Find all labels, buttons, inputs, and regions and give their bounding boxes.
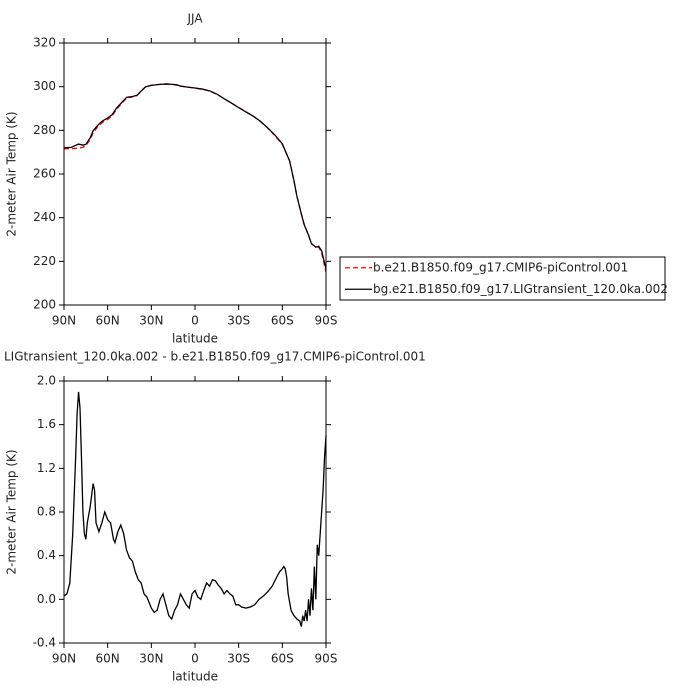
y-axis-label: 2-meter Air Temp (K) [5, 111, 19, 236]
x-tick-label: 60S [271, 314, 294, 328]
y-tick-label: 220 [33, 254, 56, 268]
chart-title: LIGtransient_120.0ka.002 - b.e21.B1850.f… [4, 350, 426, 364]
legend-label: bg.e21.B1850.f09_g17.LIGtransient_120.0k… [373, 282, 668, 296]
x-axis-label: latitude [172, 670, 218, 684]
x-tick-label: 30N [139, 652, 163, 666]
x-tick-label: 90N [52, 314, 76, 328]
y-tick-label: 200 [33, 298, 56, 312]
chart-title: JJA [186, 12, 203, 26]
plot-frame [63, 380, 327, 644]
x-tick-label: 0 [191, 314, 199, 328]
legend-box [339, 256, 666, 301]
data-line [63, 391, 327, 627]
y-tick-label: 0.0 [37, 592, 56, 606]
data-line [63, 83, 327, 273]
x-tick-label: 90S [315, 652, 338, 666]
x-tick-label: 0 [191, 652, 199, 666]
x-tick-label: 90N [52, 652, 76, 666]
data-line [63, 83, 327, 270]
x-tick-label: 60N [96, 314, 120, 328]
y-tick-label: 1.2 [37, 461, 56, 475]
y-tick-label: 300 [33, 79, 56, 93]
x-tick-label: 60N [96, 652, 120, 666]
y-tick-label: 240 [33, 210, 56, 224]
y-tick-label: 2.0 [37, 374, 56, 388]
y-tick-label: 260 [33, 167, 56, 181]
plot-frame [63, 42, 327, 306]
x-tick-label: 30S [227, 652, 250, 666]
y-tick-label: -0.4 [33, 636, 56, 650]
y-tick-label: 280 [33, 123, 56, 137]
y-tick-label: 1.6 [37, 417, 56, 431]
x-axis-label: latitude [172, 332, 218, 346]
y-tick-label: 320 [33, 36, 56, 50]
x-tick-label: 30S [227, 314, 250, 328]
y-axis-label: 2-meter Air Temp (K) [5, 449, 19, 574]
legend-label: b.e21.B1850.f09_g17.CMIP6-piControl.001 [373, 260, 628, 274]
y-tick-label: 0.4 [37, 548, 56, 562]
x-tick-label: 30N [139, 314, 163, 328]
x-tick-label: 90S [315, 314, 338, 328]
y-tick-label: 0.8 [37, 505, 56, 519]
x-tick-label: 60S [271, 652, 294, 666]
